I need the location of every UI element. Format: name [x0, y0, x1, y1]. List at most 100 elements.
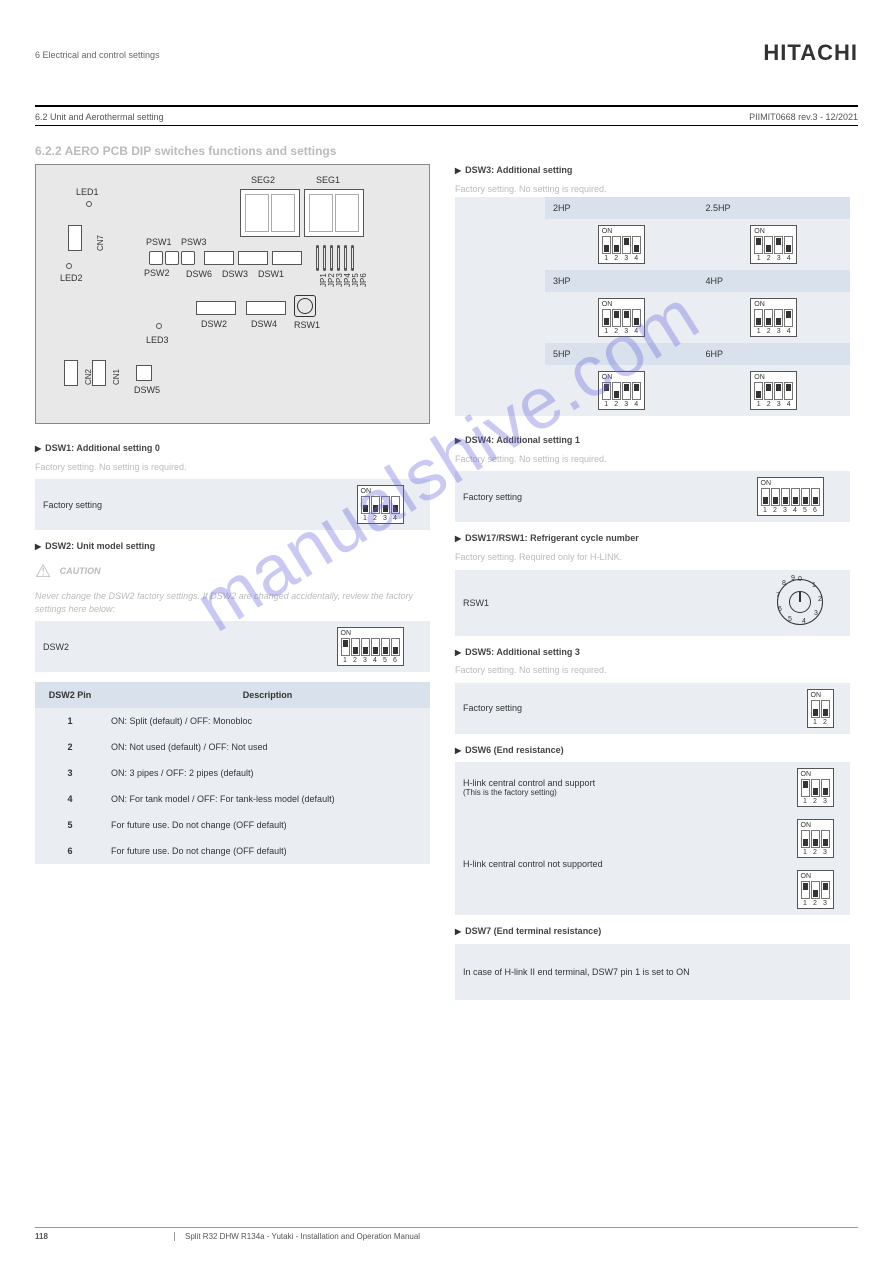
- dip-position: [391, 496, 400, 514]
- table-row: H-link central control and support(This …: [455, 762, 850, 813]
- rsw1-row-label: RSW1: [455, 570, 750, 636]
- dip-cell: ON1234: [545, 365, 698, 416]
- desc-cell: For future use. Do not change (OFF defau…: [105, 812, 430, 838]
- dsw1-dip-icon: ON 1234: [357, 485, 404, 524]
- dip-position: [781, 488, 790, 506]
- dsw4-box: [246, 301, 286, 315]
- pin-cell: 5: [35, 812, 105, 838]
- label-dsw6: DSW6: [186, 269, 212, 279]
- dip-cell: ON123: [780, 864, 850, 915]
- rsw1-dial: [294, 295, 316, 317]
- footer: 118 Split R32 DHW R134a - Yutaki - Insta…: [35, 1227, 858, 1241]
- label-seg1: SEG1: [316, 175, 340, 185]
- psw3-button: [181, 251, 195, 265]
- dsw3-dip-icon: ON1234: [750, 298, 797, 337]
- dip-number: 2: [821, 719, 830, 726]
- hp-label: 2HP: [545, 197, 698, 219]
- dsw6-label: H-link central control not supported: [455, 813, 780, 915]
- dsw2-heading: DSW2: Unit model setting: [35, 540, 430, 553]
- dip-number: 5: [381, 657, 390, 664]
- label-cn1: CN1: [112, 369, 121, 385]
- dip-cell: ON123: [780, 762, 850, 813]
- dip-cell: ON1234: [545, 292, 698, 343]
- rsw1-caption: Factory setting. Required only for H-LIN…: [455, 551, 850, 564]
- dip-number: 5: [801, 507, 810, 514]
- dip-position: [391, 638, 400, 656]
- dsw6-box: [204, 251, 234, 265]
- dsw4-table: Factory setting ON 123456: [455, 471, 850, 522]
- dsw6-dip-icon: ON123: [797, 819, 834, 858]
- dip-cell: ON1234: [698, 219, 851, 270]
- dsw6-dip-icon: ON123: [797, 870, 834, 909]
- pin-cell: 4: [35, 786, 105, 812]
- dip-number: 6: [391, 657, 400, 664]
- dip-number: 2: [351, 657, 360, 664]
- dip-number: 1: [761, 507, 770, 514]
- dsw2-table: DSW2 ON 123456: [35, 621, 430, 672]
- dsw7-heading: DSW7 (End terminal resistance): [455, 925, 850, 938]
- label-dsw5: DSW5: [134, 385, 160, 395]
- footer-text: Split R32 DHW R134a - Yutaki - Installat…: [175, 1232, 420, 1241]
- rsw1-heading: DSW17/RSW1: Refrigerant cycle number: [455, 532, 850, 545]
- dsw5-caption: Factory setting. No setting is required.: [455, 664, 850, 677]
- dsw3-heading: DSW3: Additional setting: [455, 164, 850, 177]
- table-row: 6For future use. Do not change (OFF defa…: [35, 838, 430, 864]
- table-row: 3ON: 3 pipes / OFF: 2 pipes (default): [35, 760, 430, 786]
- caution-label: CAUTION: [60, 566, 101, 576]
- dsw4-row-label: Factory setting: [455, 471, 730, 522]
- pcb-diagram: LED1 CN7 LED2 PSW1 PSW3 PSW2 DSW6 DSW3 D…: [35, 164, 430, 424]
- hp-label: 5HP: [545, 343, 698, 365]
- seg1-display: [304, 189, 364, 237]
- hp-label: 4HP: [698, 270, 851, 292]
- desc-cell: For future use. Do not change (OFF defau…: [105, 838, 430, 864]
- label-led1: LED1: [76, 187, 99, 197]
- label-dsw1: DSW1: [258, 269, 284, 279]
- label-jp6: JP6: [359, 273, 368, 287]
- dip-cell: ON1234: [698, 365, 851, 416]
- label-rsw1: RSW1: [294, 320, 320, 330]
- dip-number: 3: [381, 515, 390, 522]
- label-cn2: CN2: [84, 369, 93, 385]
- label-dsw2: DSW2: [201, 319, 227, 329]
- dip-number: 1: [811, 719, 820, 726]
- dsw3-dip-icon: ON1234: [598, 298, 645, 337]
- dip-position: [801, 488, 810, 506]
- dsw1-table: Factory setting ON 1234: [35, 479, 430, 530]
- brand-logo: HITACHI: [763, 40, 858, 66]
- dsw4-dip-icon: ON 123456: [757, 477, 824, 516]
- psw2-button: [165, 251, 179, 265]
- hp-label: 3HP: [545, 270, 698, 292]
- desc-cell: ON: Not used (default) / OFF: Not used: [105, 734, 430, 760]
- led2-icon: [66, 263, 72, 269]
- dsw4-caption: Factory setting. No setting is required.: [455, 453, 850, 466]
- dsw3-dip-icon: ON1234: [750, 371, 797, 410]
- dip-position: [371, 638, 380, 656]
- dsw3-dip-icon: ON1234: [598, 371, 645, 410]
- dip-number: 2: [771, 507, 780, 514]
- dsw7-body: In case of H-link II end terminal, DSW7 …: [455, 944, 850, 1000]
- dsw5-heading: DSW5: Additional setting 3: [455, 646, 850, 659]
- label-cn7: CN7: [96, 235, 105, 251]
- caution-icon: ⚠: [35, 559, 51, 584]
- section-number: 6.2.2: [35, 144, 62, 158]
- dsw1-heading: DSW1: Additional setting 0: [35, 442, 430, 455]
- dip-cell: ON1234: [698, 292, 851, 343]
- cn2-connector: [64, 360, 78, 386]
- label-dsw3: DSW3: [222, 269, 248, 279]
- dsw1-caption: Factory setting. No setting is required.: [35, 461, 430, 474]
- header-section-label: 6 Electrical and control settings: [35, 50, 160, 60]
- dip-position: [351, 638, 360, 656]
- dip-position: [791, 488, 800, 506]
- dip-position: [371, 496, 380, 514]
- breadcrumb-left: 6.2 Unit and Aerothermal setting: [35, 112, 164, 122]
- label-led2: LED2: [60, 273, 83, 283]
- label-psw3: PSW3: [181, 237, 207, 247]
- dsw6-dip-icon: ON123: [797, 768, 834, 807]
- dsw3-box: [238, 251, 268, 265]
- dsw2-col2: Description: [105, 682, 430, 708]
- dsw6-label: H-link central control and support(This …: [455, 762, 780, 813]
- hp-label: 2.5HP: [698, 197, 851, 219]
- dsw6-table: H-link central control and support(This …: [455, 762, 850, 915]
- dip-number: 3: [361, 657, 370, 664]
- rotary-dial-icon: 0 1 2 3 4 5 6 7 8 9: [774, 576, 826, 628]
